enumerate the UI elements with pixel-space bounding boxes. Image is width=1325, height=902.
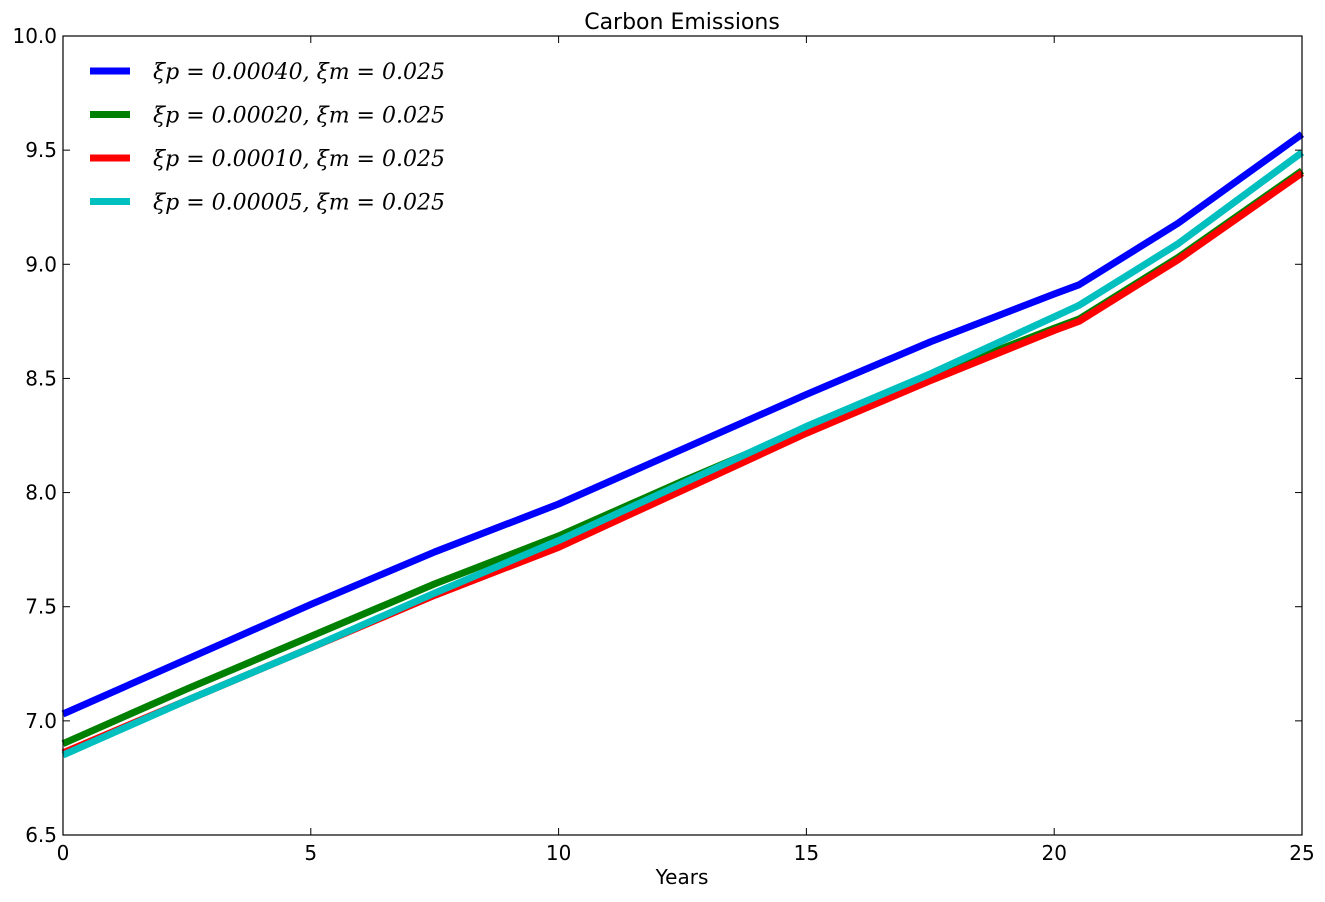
x-tick-label: 5 bbox=[304, 841, 317, 865]
series-line-1 bbox=[61, 131, 1305, 718]
y-tick-label: 8.5 bbox=[25, 366, 57, 390]
y-tick-label: 9.0 bbox=[25, 252, 57, 276]
y-tick-label: 10.0 bbox=[12, 24, 57, 48]
y-tick-label: 6.5 bbox=[25, 823, 57, 847]
legend-label-1: ξp = 0.00040, ξm = 0.025 bbox=[153, 60, 445, 85]
x-tick-label: 0 bbox=[57, 841, 70, 865]
x-tick-label: 20 bbox=[1041, 841, 1066, 865]
series-line-4 bbox=[61, 149, 1305, 759]
chart-title: Carbon Emissions bbox=[584, 10, 780, 35]
x-tick-label: 25 bbox=[1289, 841, 1314, 865]
x-tick-label: 15 bbox=[794, 841, 819, 865]
legend-label-3: ξp = 0.00010, ξm = 0.025 bbox=[153, 147, 445, 172]
series-line-2 bbox=[61, 167, 1305, 747]
x-tick-label: 10 bbox=[546, 841, 571, 865]
y-tick-label: 7.0 bbox=[25, 709, 57, 733]
plot-frame bbox=[62, 35, 1303, 836]
y-tick-label: 8.0 bbox=[25, 481, 57, 505]
legend-label-4: ξp = 0.00005, ξm = 0.025 bbox=[153, 191, 445, 216]
y-tick-label: 9.5 bbox=[25, 138, 57, 162]
x-axis-label: Years bbox=[655, 865, 709, 889]
legend-label-2: ξp = 0.00020, ξm = 0.025 bbox=[153, 104, 445, 129]
y-tick-label: 7.5 bbox=[25, 595, 57, 619]
